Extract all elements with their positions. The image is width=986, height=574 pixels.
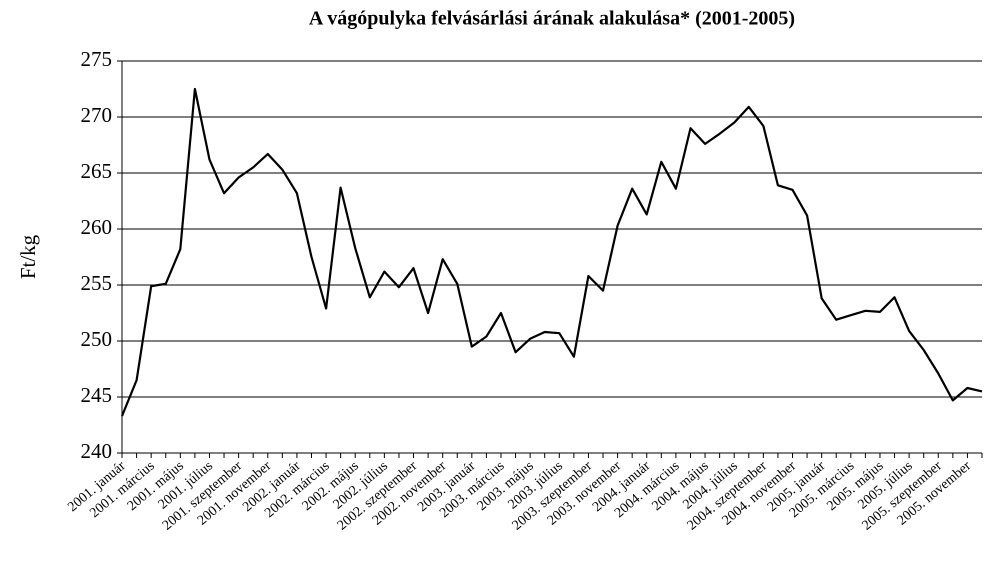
y-tick-label: 255 bbox=[81, 271, 113, 295]
y-axis-label: Ft/kg bbox=[16, 234, 40, 279]
y-tick-label: 245 bbox=[81, 383, 113, 407]
y-tick-label: 270 bbox=[81, 103, 113, 127]
y-tick-label: 240 bbox=[81, 439, 113, 463]
y-tick-label: 275 bbox=[81, 47, 113, 71]
y-tick-label: 250 bbox=[81, 327, 113, 351]
y-tick-label: 260 bbox=[81, 215, 113, 239]
line-series bbox=[120, 87, 983, 417]
chart-title: A vágópulyka felvásárlási árának alakulá… bbox=[309, 8, 795, 30]
y-tick-label: 265 bbox=[81, 159, 113, 183]
